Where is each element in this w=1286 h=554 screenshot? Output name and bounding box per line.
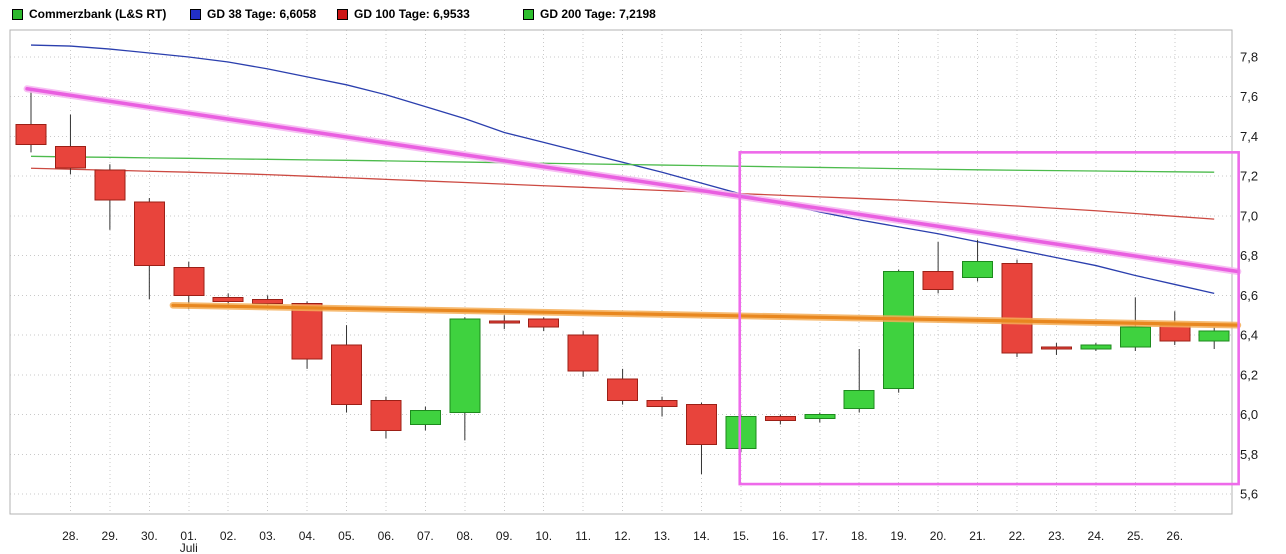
candle-body [212,296,244,302]
x-axis-tick-label: 26. [1166,529,1183,543]
candle-body [962,261,994,278]
candle-body [1159,324,1191,342]
candle-body [804,414,836,420]
x-axis-tick-label: 21. [969,529,986,543]
x-axis-tick-label: 06. [378,529,395,543]
grid [10,30,1232,514]
candle-body [764,416,796,422]
candle-body [1119,326,1151,348]
x-axis-tick-label: 08. [456,529,473,543]
support-line [169,301,1242,329]
candle-body [567,334,599,372]
legend-item-gd100: GD 100 Tage: 6,9533 [337,7,470,21]
ma-line-gd-38-tage [30,44,1215,295]
legend-item-instrument: Commerzbank (L&S RT) [12,7,166,21]
candle-body [685,404,717,445]
candle-body [1198,330,1230,342]
legend-item-gd200: GD 200 Tage: 7,2198 [523,7,656,21]
x-axis-tick-label: 01. [180,529,197,543]
x-axis-tick-label: 16. [772,529,789,543]
legend-label-gd38: GD 38 Tage: 6,6058 [207,7,317,21]
downtrend-line [23,85,1242,276]
candle-body [883,271,915,390]
candle-body [409,410,441,425]
candle-body [449,318,481,414]
candles [15,88,1230,475]
x-axis-tick-label: 23. [1048,529,1065,543]
candle-body [1001,263,1033,354]
highlight-box [738,151,1240,486]
candle-body [370,400,402,431]
instrument-swatch-icon [12,8,23,20]
x-axis-month-label: Juli [180,541,198,554]
candle-body [528,318,560,328]
gd38-swatch-icon [190,8,201,20]
x-axis-tick-label: 09. [496,529,513,543]
y-axis-labels: 7,8 7,6 7,4 7,2 7,0 6,8 6,6 6,4 6,2 6,0 5,8 5,6 [1240,50,1258,502]
candle-body [15,124,47,145]
candle-body [252,298,284,304]
y-axis-tick-label: 6,2 [1240,367,1258,382]
x-axis-tick-label: 14. [693,529,710,543]
x-axis-tick-label: 19. [890,529,907,543]
x-axis-tick-label: 15. [733,529,750,543]
gd200-swatch-icon [523,8,534,20]
x-axis-tick-label: 11. [575,529,591,543]
legend-label-instrument: Commerzbank (L&S RT) [29,7,167,21]
x-axis-tick-label: 28. [62,529,79,543]
candle-body [1080,344,1112,350]
x-axis-tick-label: 10. [535,529,552,543]
y-axis-tick-label: 7,4 [1240,129,1258,144]
x-axis-tick-label: 29. [102,529,119,543]
y-axis-tick-label: 7,8 [1240,50,1258,65]
y-axis-tick-label: 7,0 [1240,208,1258,223]
candle-body [94,169,126,201]
x-axis-tick-label: 03. [259,529,276,543]
x-axis-tick-label: 12. [614,529,631,543]
candle-body [646,400,678,408]
candle-body [54,145,86,169]
x-axis-tick-label: 17. [811,529,828,543]
x-axis-tick-label: 13. [654,529,671,543]
legend-label-gd100: GD 100 Tage: 6,9533 [354,7,470,21]
y-axis-tick-label: 5,8 [1240,447,1258,462]
y-axis-tick-label: 6,8 [1240,248,1258,263]
candle-body [133,201,165,267]
x-axis-tick-label: 18. [851,529,868,543]
candle-body [843,390,875,410]
y-axis-tick-label: 6,4 [1240,328,1258,343]
gd100-swatch-icon [337,8,348,20]
candle-body [291,302,323,360]
ma-line-gd-200-tage [30,155,1215,173]
legend-item-gd38: GD 38 Tage: 6,6058 [190,7,316,21]
x-axis-tick-label: 04. [299,529,316,543]
ma-line-gd-100-tage [30,167,1215,220]
y-axis-tick-label: 5,6 [1240,486,1258,501]
legend-label-gd200: GD 200 Tage: 7,2198 [540,7,656,21]
x-axis-tick-label: 24. [1088,529,1105,543]
x-axis-tick-label: 25. [1127,529,1144,543]
candle-body [607,378,639,402]
x-axis-tick-label: 30. [141,529,158,543]
y-axis-tick-label: 7,6 [1240,89,1258,104]
x-axis-tick-label: 02. [220,529,237,543]
candle-body [173,267,205,296]
candle-body [922,271,954,290]
y-axis-tick-label: 6,0 [1240,407,1258,422]
y-axis-tick-label: 7,2 [1240,169,1258,184]
x-axis-labels: 28. 29. 30. 01.Juli 02. 03. 04. 05. 06. 07. 08. 09.… [62,529,1183,554]
candle-body [331,344,363,406]
candle-body [488,320,520,324]
x-axis-tick-label: 22. [1009,529,1026,543]
x-axis-tick-label: 20. [930,529,947,543]
y-axis-tick-label: 6,6 [1240,288,1258,303]
x-axis-tick-label: 07. [417,529,434,543]
x-axis-tick-label: 05. [338,529,355,543]
candle-body [1040,346,1072,350]
